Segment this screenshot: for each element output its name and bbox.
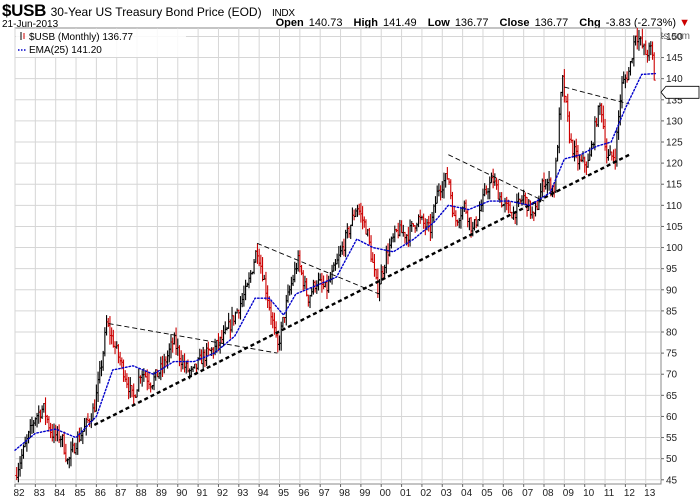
y-tick-label: 80 [666, 328, 678, 339]
y-tick-label: 150 [666, 32, 683, 43]
x-tick-label: 82 [13, 488, 25, 499]
x-tick-label: 83 [34, 488, 46, 499]
last-price-tag [660, 85, 700, 99]
y-tick-label: 65 [666, 391, 678, 402]
y-tick-label: 100 [666, 243, 683, 254]
symbol-description: 30-Year US Treasury Bond Price (EOD) [50, 5, 262, 19]
x-tick-label: 02 [420, 488, 432, 499]
y-tick-label: 145 [666, 53, 683, 64]
y-tick-label: 50 [666, 454, 678, 465]
close-value: 136.77 [534, 17, 569, 29]
x-tick-label: 13 [644, 488, 656, 499]
y-tick-label: 85 [666, 306, 678, 317]
x-tick-label: 06 [502, 488, 514, 499]
x-tick-label: 88 [136, 488, 148, 499]
x-tick-label: 03 [441, 488, 453, 499]
legend-ema-label: EMA(25) 141.20 [29, 45, 102, 56]
y-tick-label: 120 [666, 159, 683, 170]
x-tick-label: 11 [604, 488, 615, 499]
x-tick-label: 07 [522, 488, 534, 499]
x-tick-label: 85 [74, 488, 86, 499]
x-tick-label: 01 [400, 488, 412, 499]
high-label: High [353, 17, 378, 29]
x-tick-label: 95 [278, 488, 290, 499]
x-tick-label: 09 [563, 488, 575, 499]
y-tick-label: 105 [666, 222, 683, 233]
support-trendline [93, 153, 631, 426]
ohlc-bars [15, 27, 656, 483]
chg-value: -3.83 (-2.73%) [605, 17, 677, 29]
resistance-trendline [256, 242, 380, 295]
legend-price-label: $USB (Monthly) 136.77 [29, 32, 133, 43]
y-tick-label: 90 [666, 285, 678, 296]
y-tick-label: 115 [666, 180, 682, 191]
close-label: Close [499, 17, 530, 29]
y-tick-label: 60 [666, 412, 678, 423]
ohlc-summary: Open 140.73 High 141.49 Low 136.77 Close… [276, 17, 690, 29]
x-tick-label: 00 [380, 488, 392, 499]
y-tick-label: 110 [666, 201, 682, 212]
x-tick-label: 87 [115, 488, 127, 499]
x-tick-label: 92 [217, 488, 229, 499]
x-tick-label: 96 [298, 488, 310, 499]
y-tick-label: 130 [666, 116, 683, 127]
x-tick-label: 98 [339, 488, 351, 499]
x-axis: 82 83 84 85 86 87 88 89 90 91 92 93 94 95 96 97 98 99 00 01… [13, 484, 656, 499]
x-tick-label: 93 [237, 488, 249, 499]
index-label: INDX [272, 8, 295, 19]
x-tick-label: 94 [258, 488, 270, 499]
x-tick-label: 97 [319, 488, 331, 499]
resistance-trendline [448, 154, 545, 202]
y-tick-label: 45 [666, 475, 678, 486]
chart-date: 21-Jun-2013 [2, 19, 59, 30]
price-tag-box [660, 85, 700, 99]
resistance-trendline [108, 323, 278, 354]
y-tick-label: 140 [666, 74, 683, 85]
x-tick-label: 90 [176, 488, 188, 499]
y-tick-label: 55 [666, 433, 678, 444]
x-tick-label: 12 [624, 488, 636, 499]
x-tick-label: 10 [583, 488, 595, 499]
y-tick-label: 125 [666, 138, 683, 149]
legend: $USB (Monthly) 136.77 EMA(25) 141.20 [16, 29, 186, 57]
legend-background [16, 29, 186, 57]
low-value: 136.77 [454, 17, 489, 29]
x-tick-label: 86 [95, 488, 107, 499]
resistance-trendline [564, 86, 630, 105]
high-value: 141.49 [383, 17, 417, 29]
down-arrow-icon: ▼ [679, 17, 690, 29]
chart-title: $USB 30-Year US Treasury Bond Price (EOD… [2, 1, 295, 21]
x-tick-label: 08 [542, 488, 554, 499]
y-tick-label: 95 [666, 264, 678, 275]
y-tick-label: 70 [666, 370, 678, 381]
x-tick-label: 89 [156, 488, 168, 499]
y-axis: 45 50 55 60 65 70 75 80 85 90 95 100 105 110 115 120 125… [661, 32, 683, 486]
ema-line [14, 72, 656, 451]
x-tick-label: 05 [481, 488, 493, 499]
x-tick-label: 84 [54, 488, 66, 499]
x-tick-label: 99 [359, 488, 371, 499]
ema-series-line [14, 72, 656, 451]
chg-label: Chg [579, 17, 601, 29]
y-tick-label: 135 [666, 95, 683, 106]
x-tick-label: 04 [461, 488, 473, 499]
low-label: Low [427, 17, 450, 29]
y-tick-label: 75 [666, 349, 678, 360]
symbol: $USB [2, 1, 47, 20]
trendlines [93, 86, 631, 426]
open-value: 140.73 [308, 17, 343, 29]
x-tick-label: 91 [197, 488, 209, 499]
open-label: Open [275, 17, 304, 29]
